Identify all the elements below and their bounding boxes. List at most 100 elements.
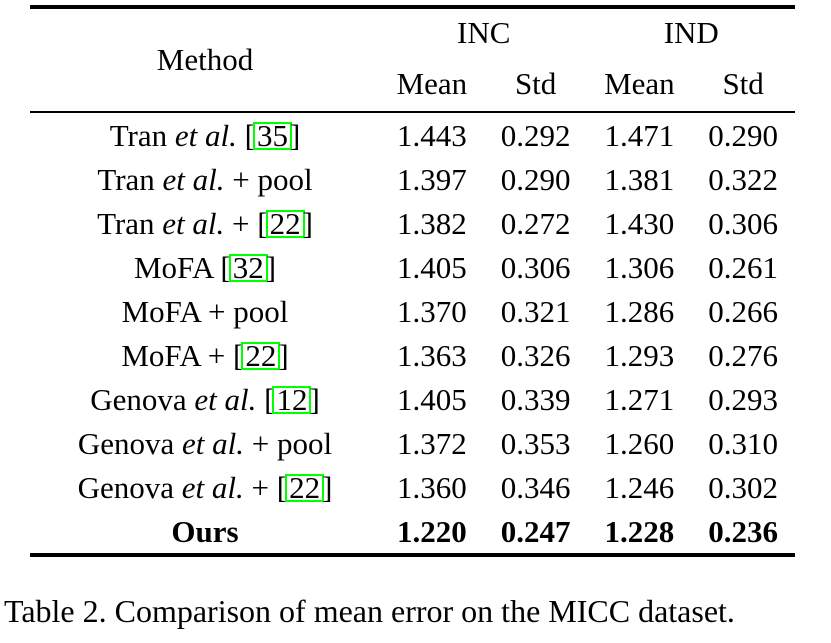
method-cell: Tran et al. + pool <box>30 164 380 195</box>
table-caption: Table 2. Comparison of mean error on the… <box>4 593 735 629</box>
value-cell: 1.370 <box>397 293 467 329</box>
method-text: ] <box>289 117 301 153</box>
table-top-rule <box>30 5 795 9</box>
value-cell: 0.302 <box>708 469 778 505</box>
value-cell: 1.382 <box>397 205 467 241</box>
column-header-ind-mean: Mean <box>604 66 675 101</box>
value-cell: 0.346 <box>500 469 571 505</box>
citation-ref[interactable]: 22 <box>265 208 305 239</box>
value-cell: 0.310 <box>708 425 778 461</box>
method-text: MoFA + [ <box>121 337 244 373</box>
value-cell: 1.443 <box>397 117 467 153</box>
method-text: Ours <box>171 513 239 549</box>
table-body: Tran et al. [35] 1.443 0.292 1.471 0.290 Tran… <box>30 113 795 553</box>
method-text-italic: et al. <box>162 205 225 241</box>
table-row: Genova et al. + [22] 1.360 0.346 1.246 0.302 <box>30 465 795 509</box>
citation-ref[interactable]: 12 <box>272 384 312 415</box>
value-cell: 1.220 <box>397 513 467 549</box>
value-cell: 1.228 <box>604 513 675 549</box>
column-header-inc-std: Std <box>514 66 557 101</box>
value-cell: 0.272 <box>500 205 571 241</box>
method-text: ] <box>278 337 289 373</box>
method-text: Genova <box>90 381 195 417</box>
table-row: MoFA + [22] 1.363 0.326 1.293 0.276 <box>30 333 795 377</box>
table-row: Genova et al. + pool 1.372 0.353 1.260 0.310 <box>30 421 795 465</box>
citation-ref[interactable]: 35 <box>252 120 292 151</box>
method-text: [ <box>236 117 255 153</box>
value-cell: 0.321 <box>500 293 571 329</box>
value-cell: 1.397 <box>397 161 467 197</box>
column-group-inc: INC <box>457 15 511 50</box>
value-cell: 0.236 <box>708 513 778 549</box>
method-text-italic: et al. <box>182 425 245 461</box>
column-header-ind-std: Std <box>722 66 764 101</box>
table-header-rule <box>30 111 795 113</box>
method-text: Genova <box>77 469 182 505</box>
table-header: Method INC IND Mean Std Mean Std <box>30 9 795 111</box>
method-text: [ <box>256 381 275 417</box>
value-cell: 0.261 <box>708 249 778 285</box>
method-text: Genova <box>77 425 183 461</box>
method-text: + pool <box>244 425 333 461</box>
method-cell: Genova et al. [12] <box>30 384 380 415</box>
method-text: Tran <box>109 117 175 153</box>
method-text-italic: et al. <box>194 381 257 417</box>
value-cell: 0.353 <box>500 425 571 461</box>
method-text: Tran <box>97 205 163 241</box>
method-cell: MoFA + pool <box>30 296 380 327</box>
table-row: MoFA + pool 1.370 0.321 1.286 0.266 <box>30 289 795 333</box>
table-row: Tran et al. [35] 1.443 0.292 1.471 0.290 <box>30 113 795 157</box>
value-cell: 0.290 <box>500 161 571 197</box>
method-text: ] <box>322 469 333 505</box>
method-text: ] <box>309 381 320 417</box>
value-cell: 1.363 <box>397 337 467 373</box>
value-cell: 1.246 <box>604 469 675 505</box>
value-cell: 0.292 <box>500 117 571 153</box>
column-header-inc-mean: Mean <box>396 66 468 101</box>
citation-ref[interactable]: 32 <box>228 252 268 283</box>
value-cell: 0.326 <box>500 337 571 373</box>
citation-ref[interactable]: 22 <box>241 340 281 371</box>
table-row: MoFA [32] 1.405 0.306 1.306 0.261 <box>30 245 795 289</box>
value-cell: 1.471 <box>604 117 675 153</box>
value-cell: 1.405 <box>397 249 467 285</box>
value-cell: 1.381 <box>604 161 675 197</box>
value-cell: 0.293 <box>708 381 778 417</box>
value-cell: 1.405 <box>397 381 467 417</box>
value-cell: 1.286 <box>604 293 675 329</box>
column-header-method: Method <box>156 42 254 77</box>
method-text: ] <box>302 205 313 241</box>
table-row: Genova et al. [12] 1.405 0.339 1.271 0.293 <box>30 377 795 421</box>
method-cell: Genova et al. + pool <box>30 428 380 459</box>
method-text-italic: et al. <box>174 117 237 153</box>
method-text: Tran <box>97 161 163 197</box>
table-row: Tran et al. + [22] 1.382 0.272 1.430 0.306 <box>30 201 795 245</box>
value-cell: 1.430 <box>604 205 675 241</box>
value-cell: 0.306 <box>500 249 571 285</box>
table-row: Ours 1.220 0.247 1.228 0.236 <box>30 509 795 553</box>
method-text: MoFA + pool <box>121 293 289 329</box>
table-row: Tran et al. + pool 1.397 0.290 1.381 0.322 <box>30 157 795 201</box>
value-cell: 0.276 <box>708 337 778 373</box>
method-cell: Genova et al. + [22] <box>30 472 380 503</box>
value-cell: 0.266 <box>708 293 778 329</box>
method-text: ] <box>265 249 277 285</box>
method-text-italic: et al. <box>181 469 244 505</box>
value-cell: 1.306 <box>604 249 675 285</box>
value-cell: 0.322 <box>708 161 778 197</box>
value-cell: 1.260 <box>604 425 675 461</box>
method-text: + pool <box>224 161 313 197</box>
method-cell: Tran et al. [35] <box>30 120 380 151</box>
micc-comparison-table: Method INC IND Mean Std Mean Std Tran et… <box>30 5 795 557</box>
method-text: + [ <box>243 469 288 505</box>
method-cell: MoFA + [22] <box>30 340 380 371</box>
value-cell: 0.290 <box>708 117 778 153</box>
value-cell: 1.372 <box>397 425 467 461</box>
method-text-italic: et al. <box>162 161 225 197</box>
value-cell: 1.293 <box>604 337 675 373</box>
method-cell: Ours <box>30 516 380 547</box>
method-cell: Tran et al. + [22] <box>30 208 380 239</box>
citation-ref[interactable]: 22 <box>285 472 325 503</box>
method-text: + [ <box>224 205 268 241</box>
method-text: MoFA [ <box>133 249 231 285</box>
